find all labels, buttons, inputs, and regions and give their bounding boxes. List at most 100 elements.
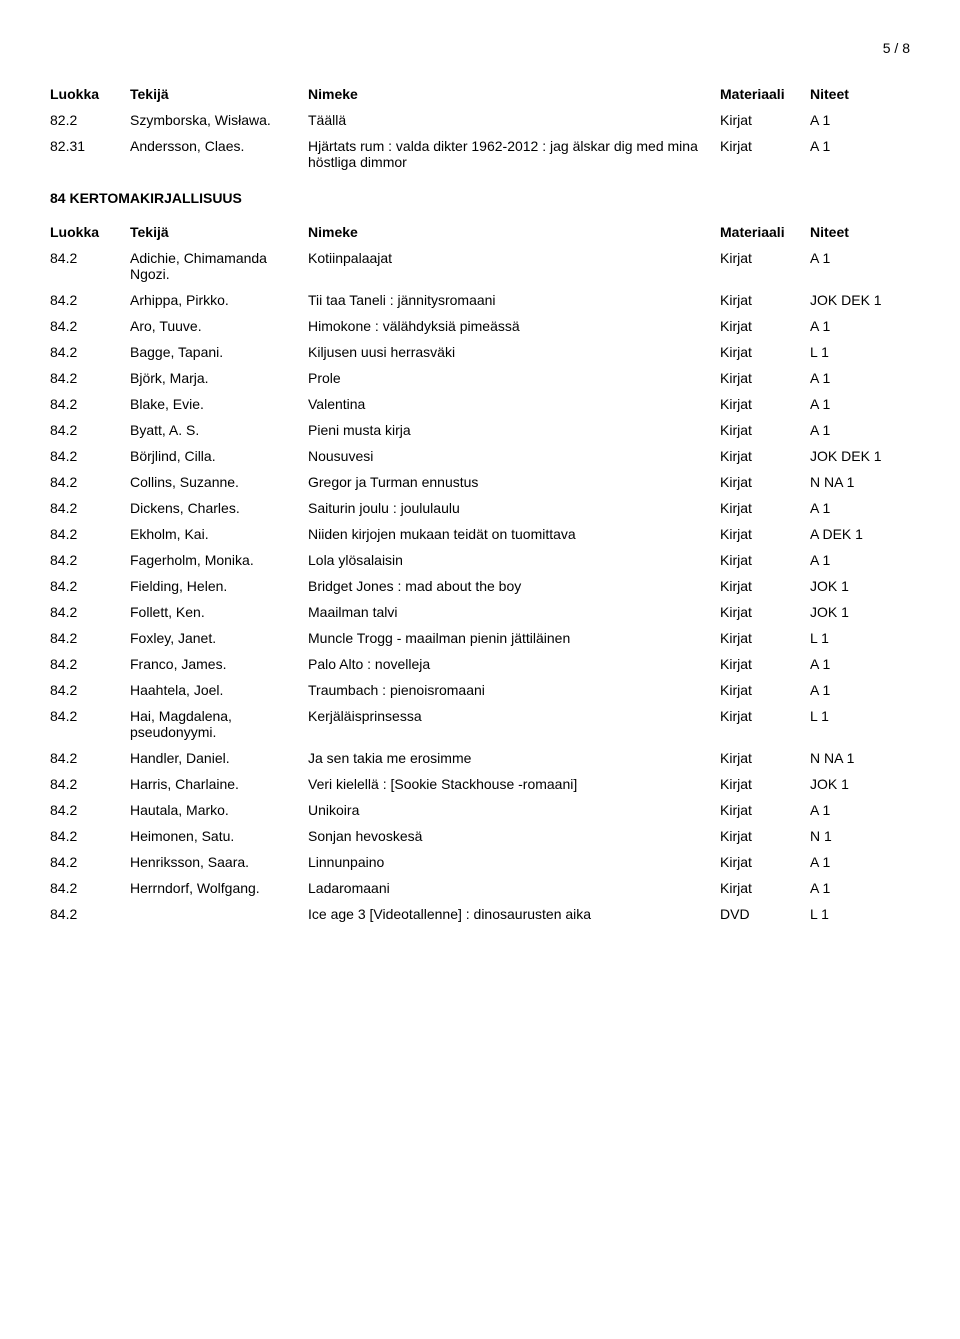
cell-tekija: Henriksson, Saara. — [130, 854, 308, 870]
cell-niteet: A DEK 1 — [810, 526, 910, 542]
cell-niteet: A 1 — [810, 802, 910, 818]
cell-luokka: 84.2 — [50, 396, 130, 412]
cell-tekija: Adichie, Chimamanda Ngozi. — [130, 250, 308, 282]
cell-luokka: 84.2 — [50, 422, 130, 438]
cell-tekija: Björk, Marja. — [130, 370, 308, 386]
cell-niteet: N NA 1 — [810, 474, 910, 490]
cell-luokka: 82.31 — [50, 138, 130, 154]
cell-tekija: Collins, Suzanne. — [130, 474, 308, 490]
cell-nimeke: Gregor ja Turman ennustus — [308, 474, 720, 490]
cell-tekija: Harris, Charlaine. — [130, 776, 308, 792]
cell-luokka: 84.2 — [50, 448, 130, 464]
table-row: 84.2Collins, Suzanne.Gregor ja Turman en… — [50, 474, 910, 490]
cell-nimeke: Unikoira — [308, 802, 720, 818]
table-row: 84.2Dickens, Charles.Saiturin joulu : jo… — [50, 500, 910, 516]
table-row: 84.2Fielding, Helen.Bridget Jones : mad … — [50, 578, 910, 594]
table-row: 84.2Handler, Daniel.Ja sen takia me eros… — [50, 750, 910, 766]
cell-tekija: Andersson, Claes. — [130, 138, 308, 154]
header-tekija: Tekijä — [130, 224, 308, 240]
header-luokka: Luokka — [50, 86, 130, 102]
cell-nimeke: Tii taa Taneli : jännitysromaani — [308, 292, 720, 308]
table-row: 84.2Henriksson, Saara.LinnunpainoKirjatA… — [50, 854, 910, 870]
cell-nimeke: Ladaromaani — [308, 880, 720, 896]
cell-niteet: A 1 — [810, 552, 910, 568]
table-row: 84.2Hai, Magdalena, pseudonyymi.Kerjäläi… — [50, 708, 910, 740]
cell-niteet: A 1 — [810, 854, 910, 870]
cell-niteet: A 1 — [810, 682, 910, 698]
cell-materiaali: Kirjat — [720, 396, 810, 412]
cell-niteet: A 1 — [810, 500, 910, 516]
cell-materiaali: Kirjat — [720, 422, 810, 438]
cell-nimeke: Ice age 3 [Videotallenne] : dinosauruste… — [308, 906, 720, 922]
cell-materiaali: Kirjat — [720, 112, 810, 128]
cell-luokka: 84.2 — [50, 802, 130, 818]
cell-niteet: JOK DEK 1 — [810, 292, 910, 308]
table-row: 84.2Bagge, Tapani.Kiljusen uusi herrasvä… — [50, 344, 910, 360]
cell-luokka: 82.2 — [50, 112, 130, 128]
section-1-rows: 82.2Szymborska, Wisława.TäälläKirjatA 18… — [50, 112, 910, 170]
cell-tekija: Hai, Magdalena, pseudonyymi. — [130, 708, 308, 740]
table-row: 84.2Herrndorf, Wolfgang.LadaromaaniKirja… — [50, 880, 910, 896]
cell-niteet: A 1 — [810, 656, 910, 672]
cell-materiaali: Kirjat — [720, 708, 810, 724]
header-tekija: Tekijä — [130, 86, 308, 102]
cell-luokka: 84.2 — [50, 474, 130, 490]
cell-materiaali: Kirjat — [720, 656, 810, 672]
cell-tekija: Handler, Daniel. — [130, 750, 308, 766]
table-row: 84.2Foxley, Janet.Muncle Trogg - maailma… — [50, 630, 910, 646]
cell-luokka: 84.2 — [50, 250, 130, 266]
cell-niteet: JOK 1 — [810, 604, 910, 620]
cell-luokka: 84.2 — [50, 578, 130, 594]
cell-tekija: Dickens, Charles. — [130, 500, 308, 516]
cell-niteet: L 1 — [810, 708, 910, 724]
cell-nimeke: Maailman talvi — [308, 604, 720, 620]
cell-luokka: 84.2 — [50, 880, 130, 896]
cell-tekija: Ekholm, Kai. — [130, 526, 308, 542]
cell-tekija: Bagge, Tapani. — [130, 344, 308, 360]
cell-nimeke: Saiturin joulu : joululaulu — [308, 500, 720, 516]
cell-materiaali: Kirjat — [720, 578, 810, 594]
header-nimeke: Nimeke — [308, 224, 720, 240]
cell-luokka: 84.2 — [50, 344, 130, 360]
cell-nimeke: Nousuvesi — [308, 448, 720, 464]
cell-tekija: Aro, Tuuve. — [130, 318, 308, 334]
table-row: 84.2 Ice age 3 [Videotallenne] : dinosaur… — [50, 906, 910, 922]
table-row: 84.2Börjlind, Cilla.NousuvesiKirjatJOK D… — [50, 448, 910, 464]
cell-nimeke: Lola ylösalaisin — [308, 552, 720, 568]
cell-luokka: 84.2 — [50, 604, 130, 620]
cell-materiaali: Kirjat — [720, 370, 810, 386]
table-header-row-1: Luokka Tekijä Nimeke Materiaali Niteet — [50, 86, 910, 102]
cell-nimeke: Hjärtats rum : valda dikter 1962-2012 : … — [308, 138, 720, 170]
cell-nimeke: Himokone : välähdyksiä pimeässä — [308, 318, 720, 334]
table-row: 82.31Andersson, Claes.Hjärtats rum : val… — [50, 138, 910, 170]
cell-materiaali: Kirjat — [720, 854, 810, 870]
cell-materiaali: Kirjat — [720, 776, 810, 792]
cell-materiaali: Kirjat — [720, 526, 810, 542]
cell-materiaali: Kirjat — [720, 604, 810, 620]
cell-tekija: Herrndorf, Wolfgang. — [130, 880, 308, 896]
header-nimeke: Nimeke — [308, 86, 720, 102]
cell-nimeke: Bridget Jones : mad about the boy — [308, 578, 720, 594]
cell-materiaali: DVD — [720, 906, 810, 922]
cell-niteet: L 1 — [810, 630, 910, 646]
cell-nimeke: Kotiinpalaajat — [308, 250, 720, 266]
cell-nimeke: Prole — [308, 370, 720, 386]
cell-luokka: 84.2 — [50, 750, 130, 766]
cell-nimeke: Kiljusen uusi herrasväki — [308, 344, 720, 360]
cell-nimeke: Niiden kirjojen mukaan teidät on tuomitt… — [308, 526, 720, 542]
cell-luokka: 84.2 — [50, 370, 130, 386]
cell-luokka: 84.2 — [50, 906, 130, 922]
cell-nimeke: Sonjan hevoskesä — [308, 828, 720, 844]
cell-luokka: 84.2 — [50, 682, 130, 698]
cell-niteet: JOK DEK 1 — [810, 448, 910, 464]
cell-niteet: A 1 — [810, 138, 910, 154]
cell-luokka: 84.2 — [50, 526, 130, 542]
cell-nimeke: Traumbach : pienoisromaani — [308, 682, 720, 698]
cell-luokka: 84.2 — [50, 552, 130, 568]
cell-tekija: Börjlind, Cilla. — [130, 448, 308, 464]
header-luokka: Luokka — [50, 224, 130, 240]
cell-niteet: A 1 — [810, 422, 910, 438]
cell-niteet: A 1 — [810, 370, 910, 386]
cell-tekija: Franco, James. — [130, 656, 308, 672]
cell-nimeke: Täällä — [308, 112, 720, 128]
